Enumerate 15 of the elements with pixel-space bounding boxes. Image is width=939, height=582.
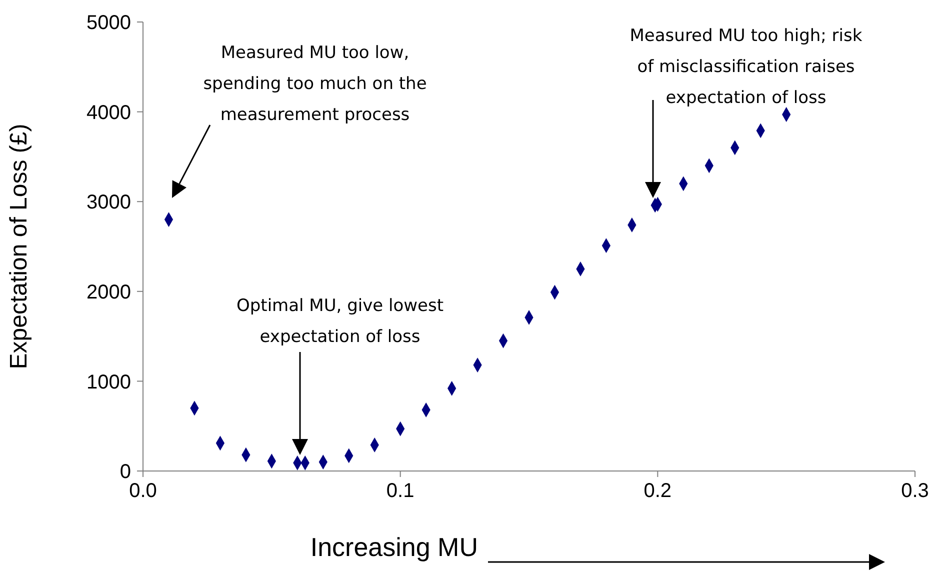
y-tick-label: 2000 — [86, 282, 131, 304]
y-tick-label: 5000 — [86, 12, 131, 34]
x-axis-title: Increasing MU — [309, 532, 478, 563]
y-tick-label: 3000 — [86, 192, 131, 214]
y-tick-label: 0 — [120, 461, 131, 484]
annotation: Measured MU too low, spending too much on the measurement process — [203, 43, 427, 125]
y-axis-title: Expectation of Loss (£) — [6, 124, 33, 370]
y-tick-label: 1000 — [86, 371, 131, 394]
y-tick-label: 4000 — [86, 102, 131, 124]
annotation: Optimal MU, give lowest expectation of loss — [236, 296, 444, 347]
x-tick-label: 0.1 — [386, 480, 414, 502]
annotation: Measured MU too high; risk of misclassification raises expectation of loss — [630, 26, 862, 108]
x-tick-label: 0.3 — [901, 480, 929, 502]
x-tick-label: 0.2 — [644, 480, 672, 502]
x-tick-label: 0.0 — [129, 480, 157, 502]
